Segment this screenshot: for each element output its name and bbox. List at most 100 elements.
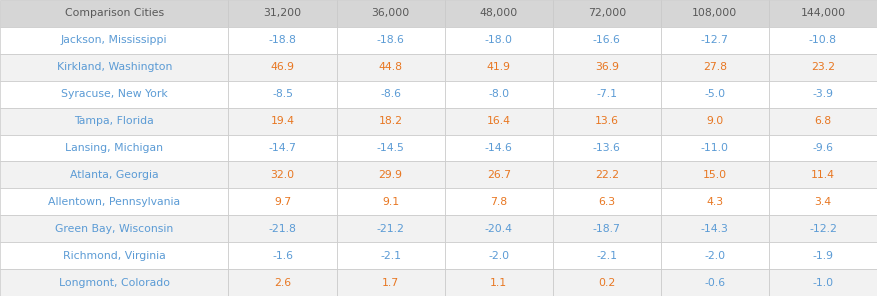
Bar bbox=[337, 54, 445, 81]
Bar bbox=[661, 27, 769, 54]
Text: -10.8: -10.8 bbox=[809, 35, 837, 45]
Text: -7.1: -7.1 bbox=[596, 89, 617, 99]
Bar bbox=[661, 269, 769, 296]
Text: -2.1: -2.1 bbox=[380, 251, 401, 261]
Bar bbox=[229, 81, 337, 108]
Bar bbox=[229, 269, 337, 296]
Bar bbox=[661, 135, 769, 161]
Bar bbox=[661, 0, 769, 27]
Bar bbox=[445, 135, 553, 161]
Bar bbox=[0, 0, 229, 27]
Text: 13.6: 13.6 bbox=[595, 116, 619, 126]
Text: -13.6: -13.6 bbox=[593, 143, 621, 153]
Bar bbox=[229, 0, 337, 27]
Bar bbox=[0, 27, 229, 54]
Text: 4.3: 4.3 bbox=[706, 197, 724, 207]
Text: -14.3: -14.3 bbox=[701, 224, 729, 234]
Bar bbox=[0, 135, 229, 161]
Bar bbox=[337, 27, 445, 54]
Text: -8.6: -8.6 bbox=[380, 89, 401, 99]
Bar bbox=[0, 54, 229, 81]
Bar bbox=[337, 161, 445, 188]
Bar bbox=[769, 269, 877, 296]
Text: 1.1: 1.1 bbox=[490, 278, 507, 287]
Text: Longmont, Colorado: Longmont, Colorado bbox=[59, 278, 170, 287]
Text: 108,000: 108,000 bbox=[692, 9, 738, 18]
Bar bbox=[337, 215, 445, 242]
Bar bbox=[229, 135, 337, 161]
Text: Tampa, Florida: Tampa, Florida bbox=[75, 116, 154, 126]
Bar bbox=[769, 242, 877, 269]
Text: 18.2: 18.2 bbox=[379, 116, 403, 126]
Text: 6.3: 6.3 bbox=[598, 197, 616, 207]
Text: -1.6: -1.6 bbox=[272, 251, 293, 261]
Text: -1.9: -1.9 bbox=[812, 251, 833, 261]
Bar bbox=[0, 215, 229, 242]
Bar bbox=[229, 188, 337, 215]
Text: -18.8: -18.8 bbox=[268, 35, 296, 45]
Bar bbox=[229, 215, 337, 242]
Bar bbox=[445, 81, 553, 108]
Text: 46.9: 46.9 bbox=[270, 62, 295, 72]
Text: 32.0: 32.0 bbox=[270, 170, 295, 180]
Text: -2.0: -2.0 bbox=[488, 251, 510, 261]
Text: -2.1: -2.1 bbox=[596, 251, 617, 261]
Bar bbox=[553, 135, 661, 161]
Bar bbox=[769, 54, 877, 81]
Text: 9.7: 9.7 bbox=[274, 197, 291, 207]
Bar bbox=[661, 215, 769, 242]
Text: 144,000: 144,000 bbox=[801, 9, 845, 18]
Bar bbox=[553, 27, 661, 54]
Bar bbox=[337, 135, 445, 161]
Bar bbox=[661, 188, 769, 215]
Bar bbox=[769, 0, 877, 27]
Bar bbox=[553, 0, 661, 27]
Bar bbox=[769, 108, 877, 135]
Bar bbox=[337, 242, 445, 269]
Bar bbox=[229, 242, 337, 269]
Text: Comparison Cities: Comparison Cities bbox=[65, 9, 164, 18]
Text: 0.2: 0.2 bbox=[598, 278, 616, 287]
Bar bbox=[337, 81, 445, 108]
Bar bbox=[337, 0, 445, 27]
Bar bbox=[769, 188, 877, 215]
Text: -9.6: -9.6 bbox=[812, 143, 833, 153]
Text: -14.6: -14.6 bbox=[485, 143, 513, 153]
Text: -16.6: -16.6 bbox=[593, 35, 621, 45]
Bar bbox=[553, 108, 661, 135]
Bar bbox=[0, 108, 229, 135]
Text: 72,000: 72,000 bbox=[588, 9, 626, 18]
Text: 44.8: 44.8 bbox=[379, 62, 403, 72]
Text: Atlanta, Georgia: Atlanta, Georgia bbox=[70, 170, 159, 180]
Bar bbox=[0, 188, 229, 215]
Text: -20.4: -20.4 bbox=[485, 224, 513, 234]
Text: -14.5: -14.5 bbox=[376, 143, 404, 153]
Bar bbox=[0, 242, 229, 269]
Text: -21.8: -21.8 bbox=[268, 224, 296, 234]
Bar bbox=[229, 108, 337, 135]
Text: -8.5: -8.5 bbox=[272, 89, 293, 99]
Bar bbox=[553, 161, 661, 188]
Bar bbox=[769, 135, 877, 161]
Text: 3.4: 3.4 bbox=[815, 197, 831, 207]
Text: -21.2: -21.2 bbox=[376, 224, 404, 234]
Bar bbox=[553, 54, 661, 81]
Bar bbox=[0, 269, 229, 296]
Bar bbox=[337, 269, 445, 296]
Text: 41.9: 41.9 bbox=[487, 62, 510, 72]
Bar bbox=[445, 242, 553, 269]
Text: 6.8: 6.8 bbox=[815, 116, 831, 126]
Bar bbox=[553, 215, 661, 242]
Text: 48,000: 48,000 bbox=[480, 9, 517, 18]
Text: -12.7: -12.7 bbox=[701, 35, 729, 45]
Bar bbox=[229, 27, 337, 54]
Text: 15.0: 15.0 bbox=[702, 170, 727, 180]
Text: 9.1: 9.1 bbox=[382, 197, 399, 207]
Text: Lansing, Michigan: Lansing, Michigan bbox=[65, 143, 163, 153]
Bar bbox=[553, 269, 661, 296]
Bar bbox=[769, 81, 877, 108]
Text: 29.9: 29.9 bbox=[379, 170, 403, 180]
Bar bbox=[0, 81, 229, 108]
Bar bbox=[0, 161, 229, 188]
Text: Syracuse, New York: Syracuse, New York bbox=[61, 89, 168, 99]
